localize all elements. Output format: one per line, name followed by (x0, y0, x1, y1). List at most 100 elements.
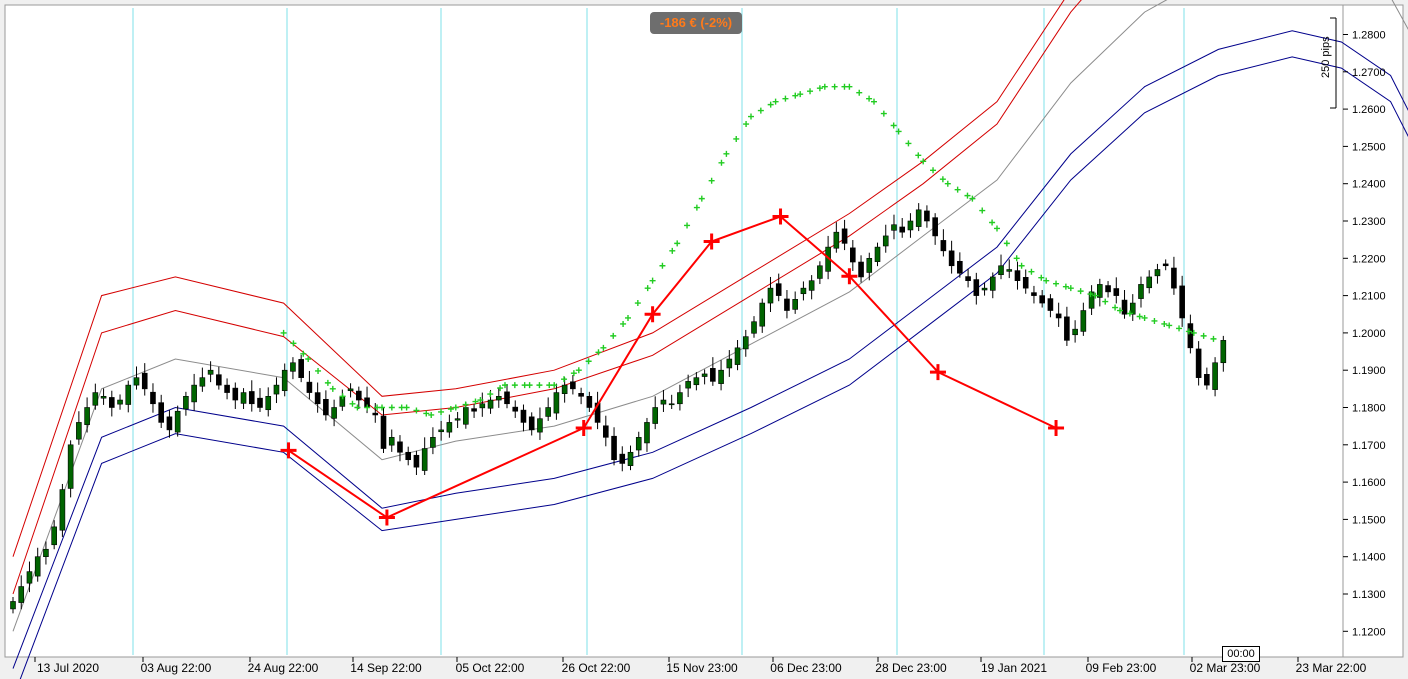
candle-body (356, 390, 362, 401)
candle-body (413, 454, 420, 468)
y-tick-label: 1.1300 (1352, 589, 1386, 601)
sar-point (915, 152, 922, 159)
sar-point (324, 379, 331, 386)
candle-body (561, 384, 568, 394)
sar-point (610, 332, 617, 339)
candle-body (109, 397, 115, 408)
sar-point (644, 285, 651, 292)
candle-body (784, 298, 790, 311)
candle-body (915, 209, 922, 227)
y-tick-label: 1.2800 (1352, 30, 1386, 42)
zigzag-marker (378, 509, 395, 526)
sar-point (743, 121, 750, 128)
x-tick-label: 24 Aug 22:00 (248, 661, 319, 675)
candle-body (76, 422, 82, 440)
candle-body (660, 399, 667, 405)
candle-body (216, 374, 222, 386)
candle-body (1220, 340, 1227, 364)
sar-point (816, 85, 823, 92)
plot-area (4, 4, 1344, 658)
candle-body (421, 448, 428, 471)
sar-point (413, 407, 420, 414)
sar-point (708, 177, 715, 184)
candle-body (726, 358, 733, 369)
candle-body (545, 407, 551, 417)
zigzag-marker (1048, 420, 1065, 437)
candle-body (833, 231, 840, 249)
sar-point (536, 382, 543, 389)
candle-body (578, 393, 584, 397)
x-tick-label: 19 Jan 2021 (981, 661, 1047, 675)
candle-body (1097, 284, 1103, 298)
sar-point (428, 411, 435, 418)
candle-body (1014, 270, 1021, 281)
zigzag-marker (280, 442, 297, 459)
sar-point (1136, 313, 1143, 320)
candle-body (940, 240, 947, 252)
candle-body (43, 548, 49, 557)
candle-body (10, 601, 16, 610)
sar-point (1117, 307, 1123, 314)
candle-body (882, 235, 889, 247)
sar-point (964, 192, 971, 199)
sar-point (1210, 335, 1217, 342)
candle-body (504, 391, 510, 405)
candle-body (1121, 299, 1128, 315)
candle-body (92, 392, 99, 406)
y-tick-label: 1.2600 (1352, 104, 1386, 116)
sar-point (1077, 288, 1084, 295)
sar-point (659, 262, 666, 269)
sar-point (570, 370, 577, 377)
sar-point (620, 320, 627, 327)
sar-point (1141, 314, 1148, 321)
candle-body (800, 287, 807, 295)
sar-point (595, 349, 602, 356)
y-tick-label: 1.1700 (1352, 440, 1386, 452)
sar-point (403, 404, 410, 411)
pnl-badge[interactable]: -186 € (-2%) (650, 12, 742, 34)
candle-body (430, 437, 436, 448)
candle-body (158, 402, 165, 423)
candle-body (388, 437, 395, 446)
lower-inner-band (12, 30, 1408, 669)
candle-body (1204, 374, 1210, 386)
candle-body (1088, 291, 1095, 309)
candle-body (183, 396, 189, 410)
sar-point (969, 195, 976, 202)
candle-body (281, 369, 288, 392)
candle-body (817, 265, 823, 279)
candle-body (668, 403, 675, 406)
x-tick-label: 02 Mar 23:00 (1190, 661, 1261, 675)
candle-body (710, 368, 716, 382)
candle-body (512, 406, 519, 412)
sar-point (1166, 322, 1173, 329)
candle-body (125, 384, 132, 405)
candle-body (347, 388, 354, 392)
candle-body (899, 226, 906, 233)
candle-body (232, 387, 239, 401)
candle-body (18, 586, 25, 603)
candle-body (224, 384, 230, 393)
sar-point (452, 404, 459, 411)
sar-point (930, 167, 937, 174)
sar-point (339, 393, 346, 400)
candle-body (141, 372, 148, 390)
candle-body (874, 246, 881, 262)
price-axis (1342, 4, 1404, 658)
candle-body (207, 369, 214, 375)
sar-point (693, 204, 700, 211)
candle-body (611, 435, 617, 461)
candle-body (1039, 295, 1045, 304)
candle-body (570, 381, 576, 390)
candle-body (1195, 348, 1202, 378)
candle-body (298, 359, 304, 378)
sar-point (1062, 283, 1069, 290)
sar-point (757, 107, 764, 114)
candle-body (150, 391, 156, 405)
sar-point (447, 405, 454, 412)
candle-body (701, 373, 708, 377)
sar-point (1038, 274, 1045, 281)
candle-body (981, 287, 988, 291)
